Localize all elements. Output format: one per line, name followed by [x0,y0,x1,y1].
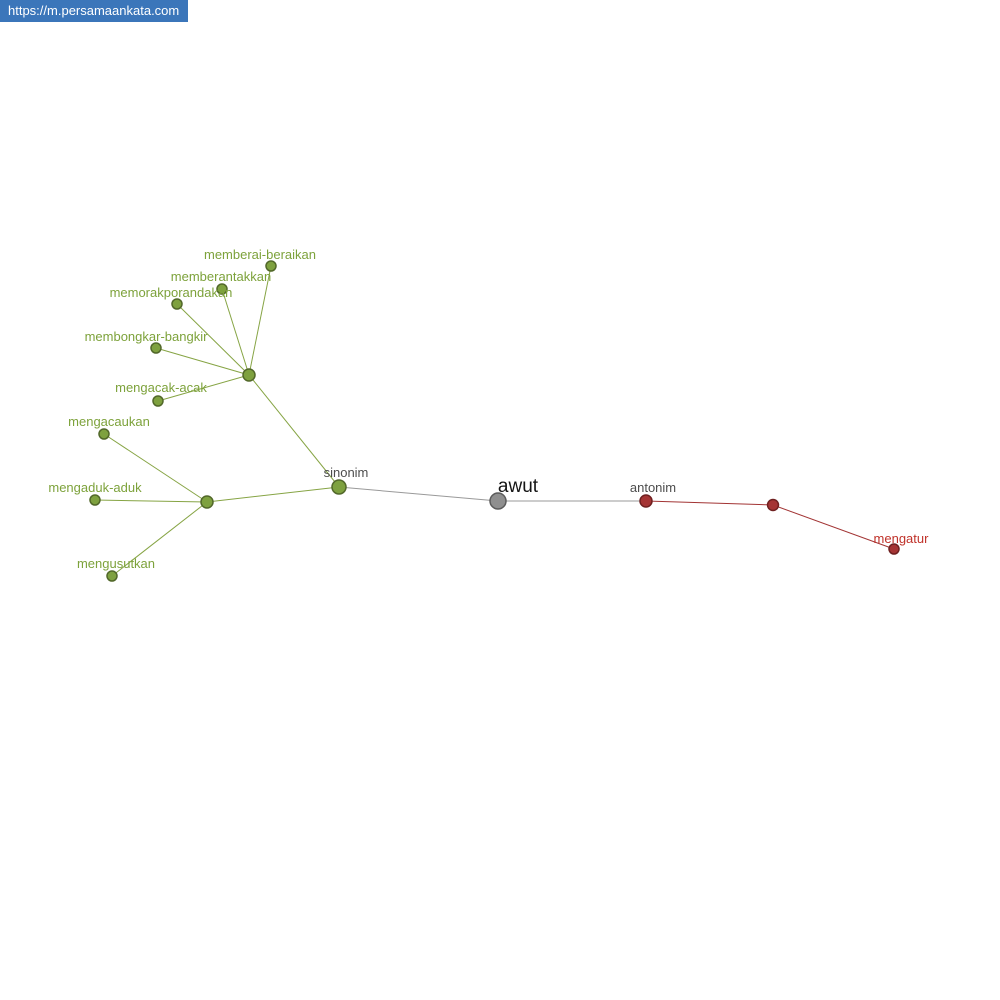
label-antonim: antonim [630,480,676,495]
node-mengacak-acak[interactable] [152,395,164,407]
node-sinonim [331,479,347,495]
node-mengatur[interactable] [888,543,900,555]
label-memberantakkan[interactable]: memberantakkan [171,269,271,284]
label-memberai-beraikan[interactable]: memberai-beraikan [204,247,316,262]
edge-syn-hub-2--mengacaukan [103,433,208,503]
url-badge: https://m.persamaankata.com [0,0,189,22]
label-memorakporandakan[interactable]: memorakporandakan [110,285,233,300]
label-mengacak-acak[interactable]: mengacak-acak [115,380,207,395]
label-sinonim: sinonim [324,465,369,480]
label-awut: awut [498,476,539,497]
edge-sinonim--awut [338,486,499,502]
edge-syn-hub-2--mengusutkan [111,501,208,577]
node-membongkar-bangkir[interactable] [150,342,162,354]
node-memberantakkan[interactable] [216,283,228,295]
label-mengatur[interactable]: mengatur [874,531,930,546]
node-mengusutkan[interactable] [106,570,118,582]
label-membongkar-bangkir[interactable]: membongkar-bangkir [85,329,209,344]
label-mengaduk-aduk[interactable]: mengaduk-aduk [48,480,142,495]
edge-syn-hub-1--memorakporandakan [176,303,250,376]
edge-syn-hub-1--memberantakkan [221,288,250,376]
node-syn-hub-1 [242,368,256,382]
edge-syn-hub-1--memberai-beraikan [248,265,272,376]
node-awut [489,492,507,510]
node-antonim [639,494,653,508]
edge-antonim--ant-hub [645,500,774,506]
label-mengacaukan[interactable]: mengacaukan [68,414,150,429]
node-memorakporandakan[interactable] [171,298,183,310]
node-ant-hub [766,498,780,512]
edge-syn-hub-1--mengacak-acak [157,374,250,402]
node-syn-hub-2 [200,495,214,509]
node-mengaduk-aduk[interactable] [89,494,101,506]
edge-sinonim--syn-hub-2 [206,486,340,503]
edge-syn-hub-1--membongkar-bangkir [155,347,250,376]
edge-ant-hub--mengatur [772,504,895,550]
edge-syn-hub-2--mengaduk-aduk [94,499,208,503]
label-mengusutkan[interactable]: mengusutkan [77,556,155,571]
edge-sinonim--syn-hub-1 [248,374,340,488]
node-memberai-beraikan[interactable] [265,260,277,272]
node-mengacaukan[interactable] [98,428,110,440]
